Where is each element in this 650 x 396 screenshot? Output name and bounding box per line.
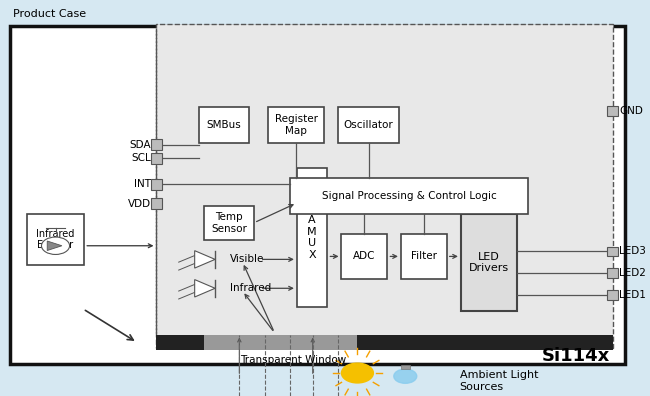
FancyBboxPatch shape	[338, 107, 399, 143]
Text: VDD: VDD	[128, 199, 151, 209]
Text: Si114x: Si114x	[541, 347, 610, 366]
FancyBboxPatch shape	[401, 365, 410, 369]
FancyBboxPatch shape	[204, 206, 254, 240]
FancyBboxPatch shape	[341, 234, 387, 279]
Text: Transparent Window: Transparent Window	[240, 355, 346, 366]
FancyBboxPatch shape	[401, 234, 447, 279]
FancyBboxPatch shape	[151, 198, 162, 209]
Text: LED3: LED3	[619, 246, 646, 257]
Text: Ambient Light
Sources: Ambient Light Sources	[460, 370, 538, 392]
Text: LED
Drivers: LED Drivers	[469, 251, 509, 273]
Text: LED1: LED1	[619, 290, 646, 300]
FancyBboxPatch shape	[607, 106, 618, 116]
Text: Register
Map: Register Map	[275, 114, 318, 135]
FancyBboxPatch shape	[607, 268, 618, 278]
Text: Filter: Filter	[411, 251, 437, 261]
Text: SCL: SCL	[131, 153, 151, 164]
FancyBboxPatch shape	[10, 26, 625, 364]
Polygon shape	[194, 280, 215, 297]
Circle shape	[341, 363, 373, 383]
FancyBboxPatch shape	[157, 335, 613, 350]
Circle shape	[42, 237, 70, 255]
Text: Infrared: Infrared	[229, 283, 271, 293]
FancyBboxPatch shape	[151, 179, 162, 190]
Polygon shape	[194, 251, 215, 268]
Text: Product Case: Product Case	[13, 9, 86, 19]
Text: SMBus: SMBus	[207, 120, 241, 130]
FancyBboxPatch shape	[461, 214, 517, 311]
Text: INT: INT	[135, 179, 151, 189]
Text: Signal Processing & Control Logic: Signal Processing & Control Logic	[322, 191, 497, 201]
Text: LED2: LED2	[619, 268, 646, 278]
FancyBboxPatch shape	[204, 335, 358, 350]
Text: ADC: ADC	[353, 251, 376, 261]
Polygon shape	[47, 241, 62, 251]
FancyBboxPatch shape	[151, 153, 162, 164]
Text: GND: GND	[619, 106, 643, 116]
FancyBboxPatch shape	[297, 168, 328, 307]
Text: A
M
U
X: A M U X	[307, 215, 317, 260]
Text: Infrared
Emitter: Infrared Emitter	[36, 229, 75, 250]
Text: Temp
Sensor: Temp Sensor	[211, 212, 247, 234]
FancyBboxPatch shape	[151, 139, 162, 150]
FancyBboxPatch shape	[199, 107, 249, 143]
Text: SDA: SDA	[129, 139, 151, 150]
FancyBboxPatch shape	[607, 290, 618, 300]
FancyBboxPatch shape	[268, 107, 324, 143]
FancyBboxPatch shape	[291, 178, 528, 214]
FancyBboxPatch shape	[27, 214, 84, 265]
FancyBboxPatch shape	[607, 246, 618, 257]
Text: Oscillator: Oscillator	[344, 120, 393, 130]
Text: Visible: Visible	[229, 254, 264, 265]
FancyBboxPatch shape	[157, 24, 613, 348]
Circle shape	[394, 369, 417, 383]
